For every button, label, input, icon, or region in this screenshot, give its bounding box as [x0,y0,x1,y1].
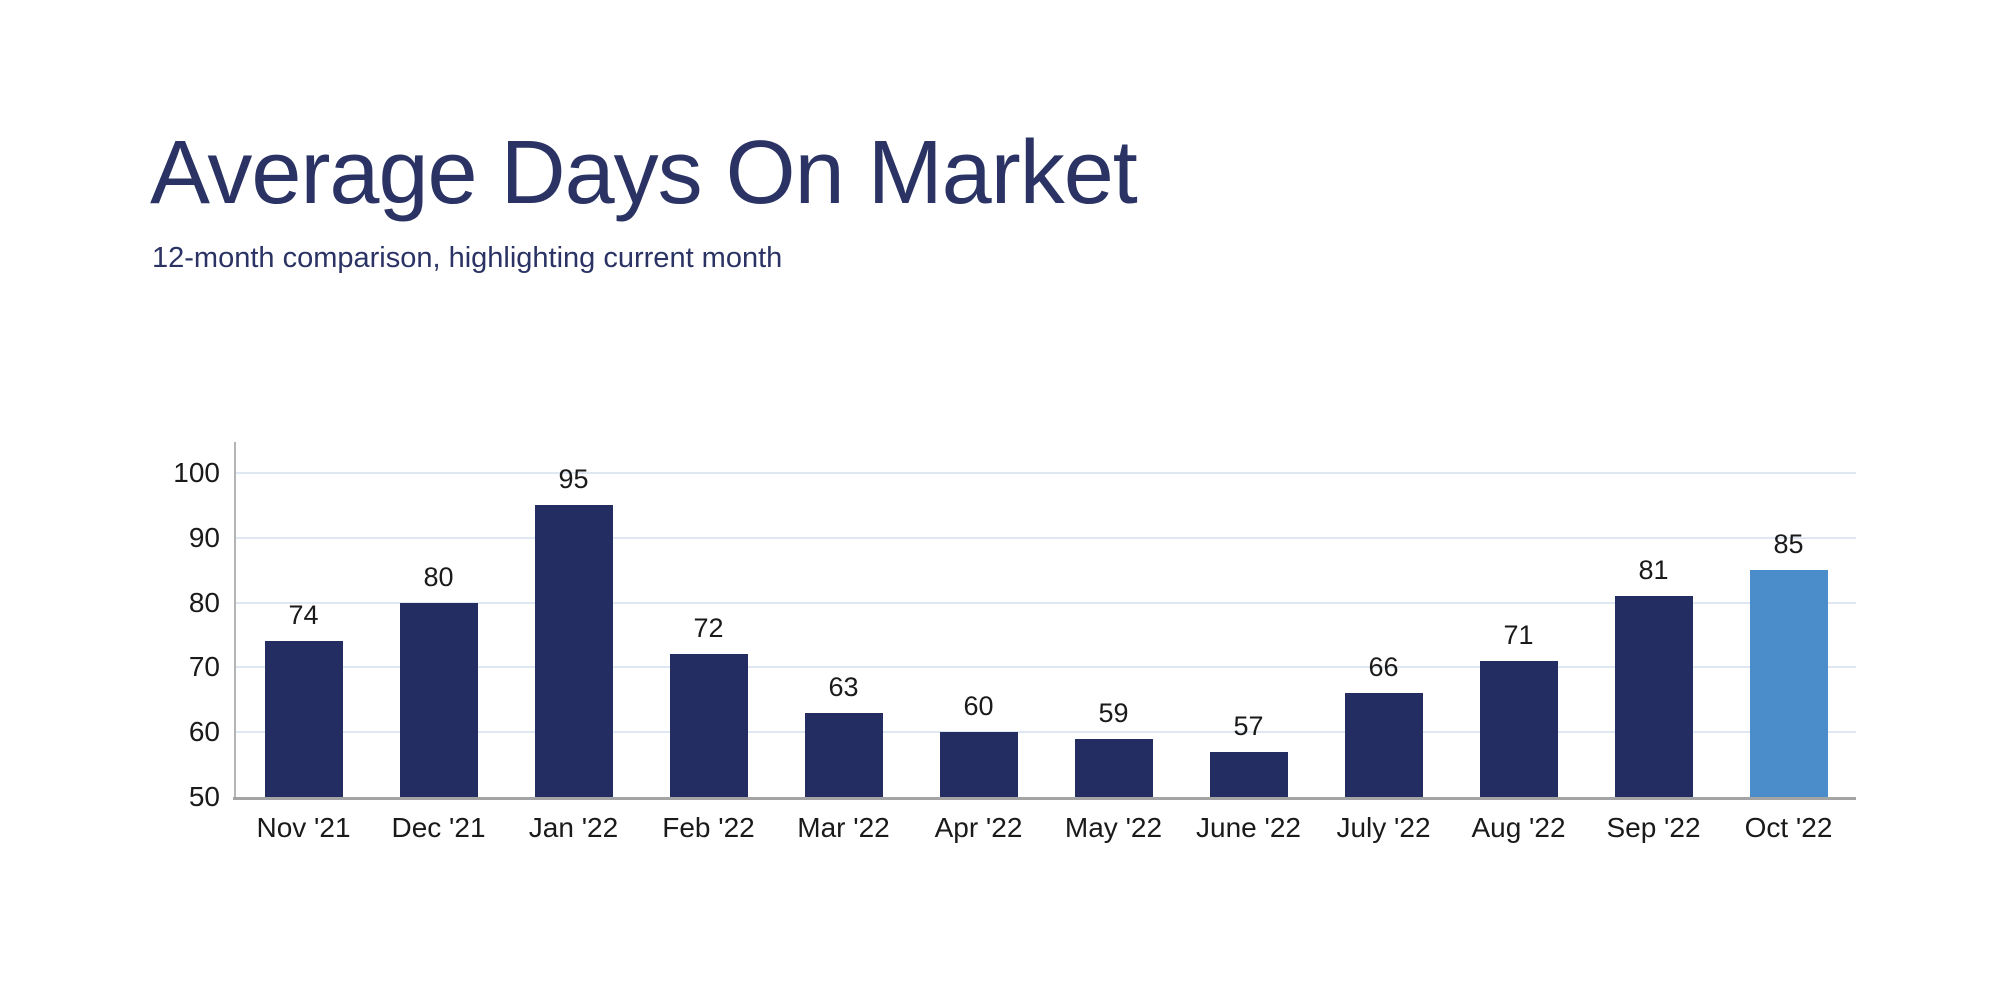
x-axis-tick-label: Feb '22 [662,812,755,843]
bar [1614,596,1693,797]
bar-slot: 57 [1181,442,1316,797]
bar-value-label: 85 [1773,529,1804,559]
gridline [236,666,1856,669]
y-axis-tick-label: 50 [188,781,220,812]
x-axis-tick-label: Oct '22 [1744,812,1833,843]
bar [534,505,613,797]
bar-value-label: 63 [828,672,859,702]
bar [1344,693,1423,797]
bar-slot: 60 [911,442,1046,797]
plot-area: 74 80 95 72 63 60 59 57 66 71 81 85 [236,442,1856,797]
bar [669,654,748,797]
bar-value-label: 74 [288,600,319,630]
bar-slot: 63 [776,442,911,797]
bar-value-label: 95 [558,464,589,494]
bar [1074,739,1153,797]
x-axis-tick-label: July '22 [1336,812,1431,843]
x-axis-tick-label: May '22 [1064,812,1163,843]
bar [1209,752,1288,797]
x-axis-tick-label: Jan '22 [528,812,619,843]
y-axis-line [234,442,236,798]
bar-slot: 74 [236,442,371,797]
y-axis-tick-label: 70 [188,651,220,683]
x-axis-tick-label: Aug '22 [1471,812,1566,843]
gridline [236,536,1856,539]
x-axis-tick-label: Nov '21 [256,812,351,843]
bar-slot: 81 [1586,442,1721,797]
x-axis-tick-label: Apr '22 [934,812,1023,843]
bar-slot: 95 [506,442,641,797]
bar-value-label: 80 [423,562,454,592]
bar-value-label: 72 [693,613,724,643]
bar-highlighted [1749,570,1828,797]
y-axis-tick-label: 100 [173,457,220,488]
bar-value-label: 66 [1368,652,1399,682]
bar [264,641,343,797]
bar [1479,661,1558,797]
bar-value-label: 81 [1638,555,1669,585]
bar-value-label: 71 [1503,620,1534,650]
bar-slot: 72 [641,442,776,797]
bar-value-label: 57 [1233,711,1264,741]
gridline [236,601,1856,604]
bar-value-label: 60 [963,691,994,721]
bar-value-label: 59 [1098,698,1129,728]
y-axis-tick-label: 80 [188,586,220,618]
x-axis-tick-label: Mar '22 [797,812,890,843]
bar [939,732,1018,797]
x-axis-tick-label: Dec '21 [391,812,486,843]
bar-slot: 66 [1316,442,1451,797]
bar-slot: 85 [1721,442,1856,797]
bar-slot: 80 [371,442,506,797]
gridline [236,472,1856,474]
x-axis-tick-label: Sep '22 [1606,812,1701,843]
x-axis-tick-label: June '22 [1196,812,1301,843]
bar-slot: 59 [1046,442,1181,797]
x-axis-line [233,797,1856,800]
gridline [236,731,1856,734]
bar [804,713,883,797]
page-title: Average Days On Market [150,123,1138,223]
x-axis: Nov '21 Dec '21 Jan '22 Feb '22 Mar '22 Apr '… [236,812,1856,844]
y-axis-tick-label: 60 [188,716,220,748]
page-subtitle: 12-month comparison, highlighting curren… [152,242,783,274]
bar-slot: 71 [1451,442,1586,797]
y-axis-tick-label: 90 [188,521,220,553]
bar [399,603,478,797]
